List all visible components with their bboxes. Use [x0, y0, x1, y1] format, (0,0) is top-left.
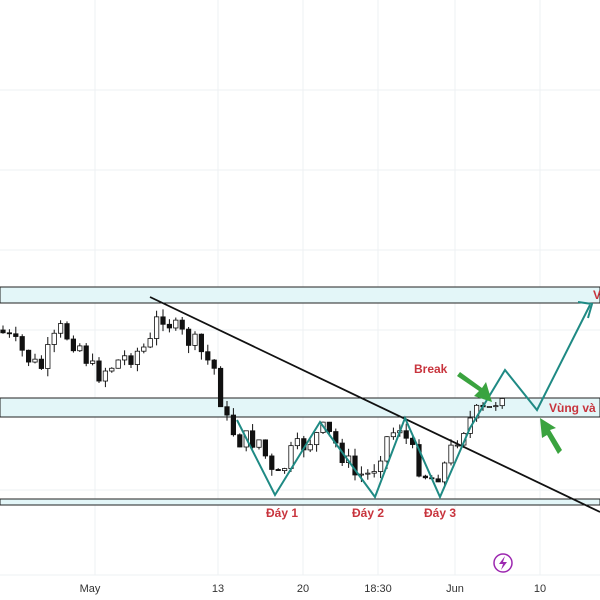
candle-body: [307, 444, 313, 451]
candle-body: [153, 316, 160, 339]
candle-body: [160, 316, 166, 325]
bottom-label: Đáy 2: [352, 506, 384, 520]
candle-body: [435, 478, 441, 483]
candle-body: [230, 414, 236, 436]
candle-body: [122, 355, 128, 361]
zone-arrow: [540, 418, 562, 454]
candle-body: [262, 439, 269, 457]
candle-body: [70, 338, 76, 352]
candle-body: [237, 434, 243, 448]
candle-body: [147, 338, 153, 348]
candle-body: [422, 475, 429, 479]
candle-body: [32, 358, 38, 363]
candle-body: [249, 430, 256, 448]
candle-body: [38, 358, 45, 369]
break-label: Break: [414, 362, 448, 376]
candle-body: [77, 345, 83, 352]
candle-body: [115, 359, 121, 369]
candle-body: [499, 398, 505, 407]
candle-body: [326, 421, 333, 432]
candle-body: [448, 444, 454, 464]
arrow-head: [577, 301, 594, 319]
candle-body: [269, 455, 275, 470]
top-label: V: [593, 288, 600, 302]
candle-body: [313, 432, 320, 446]
candle-body: [217, 367, 224, 408]
zigzag: [236, 304, 591, 500]
candle-body: [58, 323, 64, 334]
candle-body: [224, 406, 230, 416]
candle-body: [403, 430, 409, 439]
bottom-label: Đáy 1: [266, 506, 298, 520]
trendline: [149, 296, 600, 513]
candle-body: [25, 349, 32, 363]
candle-body: [6, 332, 12, 335]
candle-body: [51, 332, 57, 345]
candle-body: [294, 438, 301, 447]
candle-body: [198, 333, 204, 353]
candle-body: [493, 405, 499, 408]
break-arrow: [457, 372, 492, 402]
candle-body: [83, 345, 89, 364]
zone-label: Vùng và: [549, 401, 596, 415]
candle-body: [64, 323, 70, 340]
candle-body: [281, 468, 288, 472]
candle-body: [166, 323, 172, 329]
candle-body: [486, 406, 493, 408]
candle-body: [0, 329, 6, 334]
candle-body: [390, 432, 397, 438]
candle-body: [371, 471, 377, 474]
x-axis: May 13 20 18:30 Jun 10: [80, 583, 547, 595]
candle-body: [377, 460, 384, 472]
candle-body: [102, 370, 108, 382]
candle-body: [365, 472, 371, 475]
candle-body: [45, 344, 51, 369]
candle-body: [441, 462, 448, 483]
x-tick-label: 20: [297, 583, 309, 595]
candle-body: [141, 346, 147, 352]
candle-body: [205, 351, 211, 361]
candles: [0, 309, 505, 488]
candle-body: [96, 360, 102, 382]
candle-body: [416, 444, 422, 477]
candle-body: [128, 355, 134, 365]
bottom-label: Đáy 3: [424, 506, 456, 520]
candle-body: [185, 328, 192, 346]
candle-body: [275, 469, 281, 472]
candle-body: [192, 333, 198, 346]
x-tick-label: 13: [212, 583, 224, 595]
candle-body: [109, 367, 115, 372]
candle-body: [384, 436, 390, 462]
candle-body: [13, 333, 19, 337]
x-tick-label: 18:30: [364, 583, 392, 595]
x-tick-label: Jun: [446, 583, 464, 595]
candle-body: [256, 439, 262, 448]
replay-icon[interactable]: [493, 553, 513, 573]
candle-body: [19, 336, 25, 351]
candle-body: [179, 319, 185, 330]
zones: [0, 286, 600, 506]
candle-body: [134, 350, 140, 365]
candle-body: [90, 360, 96, 364]
x-tick-label: 10: [534, 583, 546, 595]
candle-body: [173, 319, 179, 329]
x-tick-label: May: [80, 583, 101, 595]
candle-body: [211, 359, 217, 369]
